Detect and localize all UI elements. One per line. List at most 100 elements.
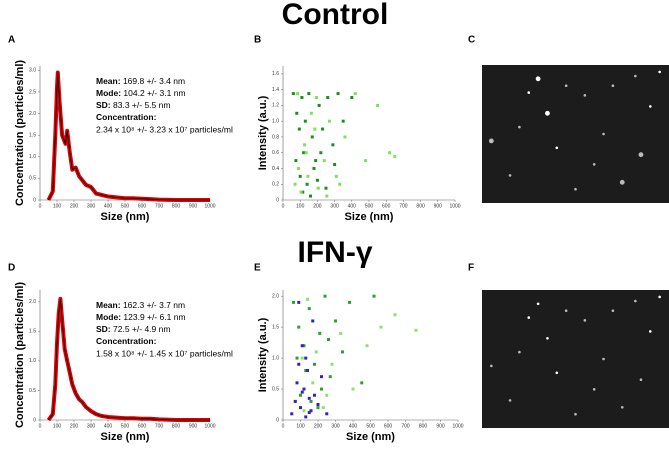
particle bbox=[488, 138, 494, 144]
x-tick-label: 900 bbox=[189, 423, 198, 429]
x-tick-label: 1000 bbox=[204, 423, 215, 429]
stat-value: 1.58 x 10⁸ +/- 1.45 x 10⁷ particles/ml bbox=[96, 348, 233, 358]
x-tick-label: 500 bbox=[121, 423, 130, 429]
particle bbox=[649, 105, 652, 108]
point bbox=[327, 338, 330, 342]
point bbox=[324, 186, 328, 190]
particle bbox=[634, 74, 637, 78]
particle bbox=[602, 132, 605, 136]
point bbox=[291, 92, 295, 96]
point bbox=[310, 135, 314, 139]
particle bbox=[638, 152, 644, 158]
point bbox=[314, 350, 318, 354]
particle bbox=[508, 174, 512, 177]
x-tick-label: 600 bbox=[382, 203, 391, 209]
x-tick-label: 700 bbox=[155, 203, 164, 209]
stat-line: Mean: 169.8 +/- 3.4 nm bbox=[96, 76, 185, 86]
point bbox=[309, 111, 313, 115]
point bbox=[293, 399, 297, 403]
stat-label: Mode: bbox=[96, 88, 121, 98]
x-tick-label: 300 bbox=[87, 423, 96, 429]
point bbox=[414, 328, 418, 332]
micrograph bbox=[482, 290, 669, 428]
y-tick-label: 2.0 bbox=[272, 294, 279, 300]
y-tick-label: 1.0 bbox=[29, 358, 36, 364]
x-tick-label: 300 bbox=[330, 203, 339, 209]
point bbox=[323, 294, 327, 298]
particle bbox=[518, 350, 521, 354]
point bbox=[325, 412, 329, 416]
point bbox=[300, 344, 304, 348]
point bbox=[315, 178, 319, 182]
stat-value: 104.2 +/- 3.1 nm bbox=[123, 88, 185, 98]
point bbox=[290, 412, 294, 416]
point bbox=[321, 127, 325, 131]
point bbox=[328, 375, 332, 379]
x-tick-label: 100 bbox=[296, 423, 305, 429]
point bbox=[351, 387, 355, 391]
x-tick-label: 200 bbox=[313, 203, 322, 209]
y-axis-label: Intensity (a.u.) bbox=[257, 317, 269, 392]
stat-label: Mean: bbox=[96, 76, 121, 86]
point bbox=[313, 393, 316, 397]
y-tick-label: 2.0 bbox=[29, 111, 36, 117]
point bbox=[313, 127, 317, 131]
x-tick-label: 900 bbox=[189, 203, 198, 209]
point bbox=[388, 151, 392, 155]
point bbox=[292, 300, 295, 304]
x-tick-label: 1000 bbox=[204, 203, 215, 209]
y-tick-label: 3.0 bbox=[29, 68, 36, 74]
point bbox=[306, 368, 309, 372]
particle bbox=[545, 110, 550, 116]
x-tick-label: 100 bbox=[53, 203, 62, 209]
x-tick-label: 800 bbox=[419, 423, 428, 429]
x-tick-label: 600 bbox=[384, 423, 393, 429]
x-tick-label: 800 bbox=[172, 203, 181, 209]
x-tick-label: 600 bbox=[138, 423, 147, 429]
stat-label: SD: bbox=[96, 324, 111, 334]
stat-value: 83.3 +/- 5.5 nm bbox=[113, 100, 170, 110]
point bbox=[305, 182, 309, 186]
point bbox=[334, 174, 338, 178]
point bbox=[295, 356, 299, 360]
x-tick-label: 800 bbox=[172, 423, 181, 429]
particle bbox=[490, 364, 493, 368]
point bbox=[326, 96, 330, 100]
point bbox=[364, 159, 368, 163]
point bbox=[316, 186, 320, 190]
point bbox=[325, 393, 329, 397]
stat-label: Concentration: bbox=[96, 336, 157, 346]
panel-label: B bbox=[254, 35, 261, 46]
point bbox=[306, 297, 309, 301]
point bbox=[316, 403, 320, 407]
point bbox=[334, 319, 337, 323]
point bbox=[348, 300, 351, 304]
y-tick-label: 0.5 bbox=[29, 176, 36, 182]
particle bbox=[508, 399, 512, 402]
micrograph bbox=[482, 65, 669, 203]
x-tick-label: 300 bbox=[87, 203, 96, 209]
x-tick-label: 100 bbox=[53, 423, 62, 429]
point bbox=[306, 174, 310, 178]
point bbox=[318, 331, 322, 335]
point bbox=[338, 182, 342, 186]
point bbox=[307, 92, 311, 96]
point bbox=[350, 96, 354, 100]
point bbox=[322, 159, 326, 163]
x-tick-label: 100 bbox=[296, 203, 305, 209]
x-tick-label: 900 bbox=[434, 203, 443, 209]
point bbox=[301, 190, 305, 194]
x-tick-label: 0 bbox=[39, 203, 42, 209]
x-tick-label: 500 bbox=[366, 423, 375, 429]
y-tick-label: 1.6 bbox=[272, 71, 279, 77]
particle bbox=[535, 76, 541, 82]
y-tick-label: 1.2 bbox=[272, 103, 279, 109]
point bbox=[304, 151, 308, 155]
point bbox=[307, 396, 311, 400]
stat-line: SD: 72.5 +/- 4.9 nm bbox=[96, 324, 170, 334]
point bbox=[299, 406, 302, 410]
point bbox=[302, 151, 306, 155]
x-axis-label: Size (nm) bbox=[101, 431, 150, 443]
point bbox=[296, 166, 300, 170]
point bbox=[307, 307, 311, 311]
